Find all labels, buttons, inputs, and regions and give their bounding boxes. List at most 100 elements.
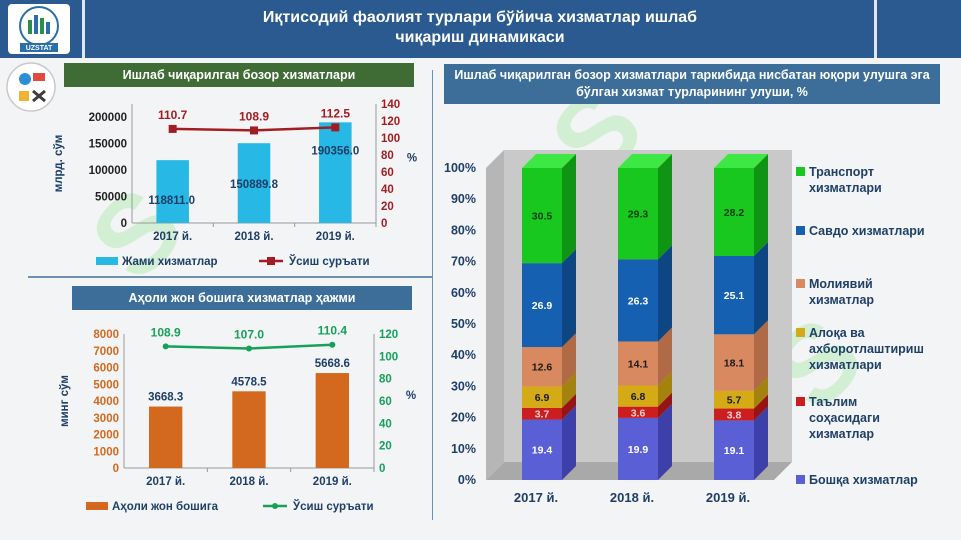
legend-swatch [796,279,805,288]
line-marker [329,341,336,348]
chart-bar [232,391,266,468]
line-marker [250,126,258,135]
chart-side-wall [486,150,504,480]
y2-tick-label: 80 [379,374,392,386]
legend-swatch [796,226,805,235]
x-tick-label: 2017 й. [153,231,192,243]
y-tick-label: 90% [451,192,476,206]
y-tick-label: 0 [113,463,119,475]
legend-label: Молиявий [809,277,873,291]
legend-label: хизматлари [809,181,882,195]
stack-segment-side [658,371,672,407]
page-title-line2: чиқариш динамикаси [395,29,565,46]
y2-tick-label: 0 [379,463,385,475]
stack-top-face [618,154,672,168]
legend-marker [272,503,278,509]
legend-swatch [796,397,805,406]
y2-tick-label: 80 [381,150,394,162]
chart-bar [237,143,271,223]
stack-segment [618,341,658,386]
line-marker [162,343,169,350]
segment-data-label: 30.5 [532,211,553,223]
stack-segment-side [658,245,672,342]
uzstat-logo-icon: UZSTAT [19,6,59,52]
stack-segment [618,406,658,418]
line-data-label: 110.7 [158,108,188,122]
segment-data-label: 3.6 [631,407,646,419]
y2-tick-label: 120 [379,329,398,341]
y-tick-label: 70% [451,255,476,269]
chart-bar [149,406,183,468]
segment-data-label: 26.3 [628,295,649,307]
stack-segment [714,334,754,391]
y-tick-label: 1000 [93,446,119,458]
x-tick-label: 2017 й. [146,476,185,488]
stack-segment-side [562,249,576,348]
segment-data-label: 14.1 [628,358,649,370]
line-data-label: 112.5 [321,106,351,120]
uzstat-logo: UZSTAT [8,4,70,54]
stack-segment-side [754,406,768,480]
stack-segment-side [658,403,672,480]
y2-axis-title: % [407,153,417,165]
stack-segment-side [658,327,672,386]
line-marker [168,124,177,133]
x-tick-label: 2018 й. [610,490,654,505]
stack-segment [522,407,562,420]
y-tick-label: 0 [121,218,127,230]
chart1-title: Ишлаб чиқарилган бозор хизматлари [64,63,414,87]
y-tick-label: 5000 [93,379,119,391]
chart2-title: Аҳоли жон бошига хизматлар ҳажми [72,286,412,310]
stack-segment-side [754,320,768,391]
x-tick-label: 2018 й. [234,231,273,243]
y-tick-label: 200000 [89,112,127,124]
legend-swatch [796,475,805,484]
legend-label: Аҳоли жон бошига [112,501,219,513]
legend-label: Транспорт [809,165,874,179]
y2-tick-label: 40 [379,418,392,430]
legend-label: ахборотлаштириш [809,342,924,356]
stack-segment [618,385,658,407]
y-tick-label: 2000 [93,430,119,442]
y2-tick-label: 100 [381,133,400,145]
segment-data-label: 29.3 [628,209,649,221]
chart3-svg: 0% 10% 20% 30% 40% 50% 60% 70% 80% 90% 100% 19.4 3.7… [444,150,925,505]
y-axis-title: млрд. сўм [53,135,65,193]
stack-segment [618,168,658,260]
x-tick-label: 2018 й. [229,476,268,488]
y2-tick-label: 60 [379,396,392,408]
stack-top-face [522,154,576,168]
y2-tick-label: 20 [379,441,392,453]
stack-segment [714,420,754,480]
legend-label: Жами хизматлар [121,256,218,268]
chart2-svg: 0 1000 2000 3000 4000 5000 6000 7000 8000 0 20 40 60… [59,324,416,513]
logo-text: UZSTAT [26,45,53,52]
y2-axis-title: % [406,390,416,402]
stack-segment [714,168,754,256]
y-axis-title: минг сўм [59,375,71,427]
line-marker [331,123,340,132]
legend-swatch [796,328,805,337]
x-tick-label: 2019 й. [313,476,352,488]
line-data-label: 110.4 [318,324,348,338]
legend-label: Бошқа хизматлар [809,473,918,487]
stack-segment-side [658,392,672,418]
legend-label: Савдо хизматлари [809,224,925,238]
stack-segment-side [754,241,768,335]
chart-bar [319,122,352,223]
y2-tick-label: 140 [381,99,400,111]
legend-label: соҳасидаги [809,411,880,425]
legend-swatch-bar [86,502,108,510]
services-tools-icon [6,62,56,112]
y-tick-label: 100% [444,161,476,175]
section-divider [28,276,432,278]
stack-segment [618,259,658,342]
chart-bar [156,160,189,223]
y2-tick-label: 40 [381,184,394,196]
y-tick-label: 10% [451,442,476,456]
line-marker [246,345,252,352]
stack-segment-side [562,154,576,264]
y2-tick-label: 120 [381,116,400,128]
stack-segment-side [562,372,576,408]
y-tick-label: 40% [451,348,476,362]
